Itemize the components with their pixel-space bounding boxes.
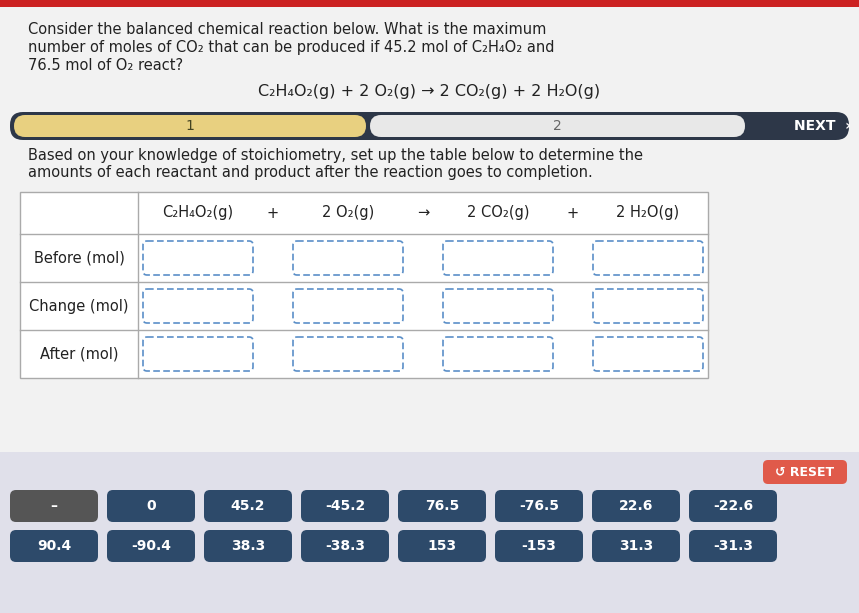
Text: -38.3: -38.3 <box>325 539 365 553</box>
Text: -153: -153 <box>521 539 557 553</box>
Text: -90.4: -90.4 <box>131 539 171 553</box>
FancyBboxPatch shape <box>204 530 292 562</box>
Text: -22.6: -22.6 <box>713 499 753 513</box>
FancyBboxPatch shape <box>143 241 253 275</box>
Text: →: → <box>417 205 430 221</box>
FancyBboxPatch shape <box>398 490 486 522</box>
FancyBboxPatch shape <box>370 115 745 137</box>
FancyBboxPatch shape <box>593 289 703 323</box>
Text: 76.5: 76.5 <box>425 499 459 513</box>
FancyBboxPatch shape <box>293 241 403 275</box>
Text: number of moles of CO₂ that can be produced if 45.2 mol of C₂H₄O₂ and: number of moles of CO₂ that can be produ… <box>28 40 555 55</box>
Text: amounts of each reactant and product after the reaction goes to completion.: amounts of each reactant and product aft… <box>28 165 593 180</box>
Text: +: + <box>267 205 279 221</box>
Text: Based on your knowledge of stoichiometry, set up the table below to determine th: Based on your knowledge of stoichiometry… <box>28 148 643 163</box>
Text: ↺ RESET: ↺ RESET <box>776 465 835 479</box>
FancyBboxPatch shape <box>107 530 195 562</box>
Text: 38.3: 38.3 <box>231 539 265 553</box>
FancyBboxPatch shape <box>301 530 389 562</box>
FancyBboxPatch shape <box>10 112 849 140</box>
FancyBboxPatch shape <box>293 289 403 323</box>
FancyBboxPatch shape <box>14 115 366 137</box>
FancyBboxPatch shape <box>10 490 98 522</box>
FancyBboxPatch shape <box>443 337 553 371</box>
Text: 76.5 mol of O₂ react?: 76.5 mol of O₂ react? <box>28 58 183 73</box>
FancyBboxPatch shape <box>495 530 583 562</box>
Text: Change (mol): Change (mol) <box>29 299 129 313</box>
Text: 2: 2 <box>553 119 562 133</box>
FancyBboxPatch shape <box>593 241 703 275</box>
Text: 2 CO₂(g): 2 CO₂(g) <box>466 205 529 221</box>
Text: 0: 0 <box>146 499 155 513</box>
Text: Before (mol): Before (mol) <box>34 251 125 265</box>
Text: 1: 1 <box>186 119 194 133</box>
FancyBboxPatch shape <box>204 490 292 522</box>
FancyBboxPatch shape <box>301 490 389 522</box>
Text: -31.3: -31.3 <box>713 539 753 553</box>
Bar <box>0 452 859 613</box>
Text: +: + <box>567 205 579 221</box>
FancyBboxPatch shape <box>495 490 583 522</box>
Text: NEXT  ›: NEXT › <box>794 119 851 133</box>
Text: Consider the balanced chemical reaction below. What is the maximum: Consider the balanced chemical reaction … <box>28 22 546 37</box>
Text: 31.3: 31.3 <box>618 539 653 553</box>
FancyBboxPatch shape <box>592 490 680 522</box>
Text: 90.4: 90.4 <box>37 539 71 553</box>
FancyBboxPatch shape <box>593 337 703 371</box>
Text: 22.6: 22.6 <box>618 499 653 513</box>
Text: 153: 153 <box>428 539 457 553</box>
FancyBboxPatch shape <box>143 337 253 371</box>
FancyBboxPatch shape <box>443 241 553 275</box>
Text: -76.5: -76.5 <box>519 499 559 513</box>
Bar <box>0 0 859 7</box>
FancyBboxPatch shape <box>443 289 553 323</box>
Text: C₂H₄O₂(g) + 2 O₂(g) → 2 CO₂(g) + 2 H₂O(g): C₂H₄O₂(g) + 2 O₂(g) → 2 CO₂(g) + 2 H₂O(g… <box>258 84 600 99</box>
FancyBboxPatch shape <box>592 530 680 562</box>
FancyBboxPatch shape <box>398 530 486 562</box>
Bar <box>20 192 708 378</box>
Text: After (mol): After (mol) <box>40 346 119 362</box>
FancyBboxPatch shape <box>143 289 253 323</box>
Text: C₂H₄O₂(g): C₂H₄O₂(g) <box>162 205 234 221</box>
Text: –: – <box>51 499 58 513</box>
Text: -45.2: -45.2 <box>325 499 365 513</box>
Text: 2 O₂(g): 2 O₂(g) <box>322 205 375 221</box>
FancyBboxPatch shape <box>689 530 777 562</box>
FancyBboxPatch shape <box>107 490 195 522</box>
Text: 45.2: 45.2 <box>231 499 265 513</box>
FancyBboxPatch shape <box>763 460 847 484</box>
FancyBboxPatch shape <box>293 337 403 371</box>
FancyBboxPatch shape <box>10 530 98 562</box>
FancyBboxPatch shape <box>689 490 777 522</box>
Text: 2 H₂O(g): 2 H₂O(g) <box>617 205 679 221</box>
